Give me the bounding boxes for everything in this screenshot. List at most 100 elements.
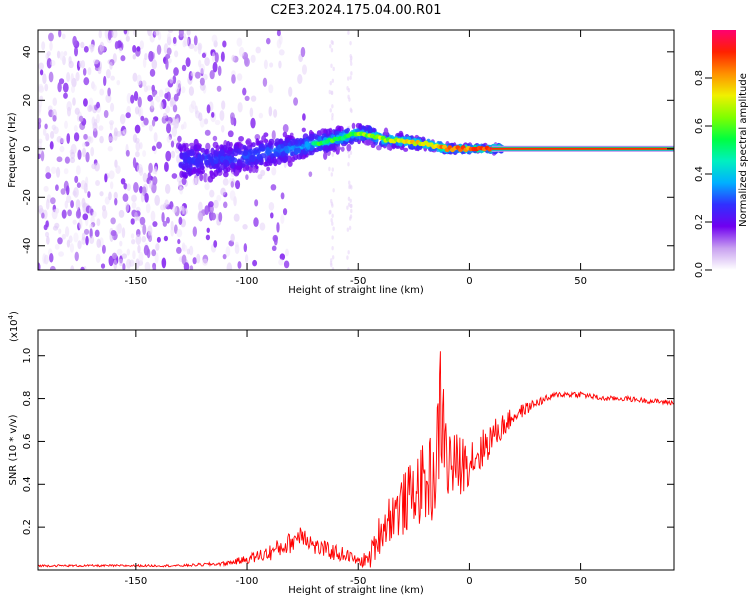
spectrogram-cell xyxy=(121,227,126,239)
spectrogram-cell xyxy=(348,225,352,231)
spectrogram-cell xyxy=(202,258,208,266)
spectrogram-cell xyxy=(67,209,72,217)
spectrogram-cell xyxy=(89,236,95,245)
spectrogram-cell xyxy=(145,203,151,214)
spectrogram-cell xyxy=(144,261,151,270)
spectrogram-cell xyxy=(270,184,277,191)
spectrogram-cell xyxy=(328,166,331,172)
spectrogram-cell xyxy=(204,149,209,155)
spectrogram-cell xyxy=(97,68,102,75)
spectrogram-cell xyxy=(151,145,156,152)
spectrogram-cell xyxy=(189,265,194,270)
spectrogram-cell xyxy=(266,166,271,172)
spectrogram-cell xyxy=(346,143,352,152)
spectrogram-cell xyxy=(44,83,49,92)
spectrogram-cell xyxy=(152,168,157,175)
spectrogram-cell xyxy=(105,68,111,79)
spectrogram-cell xyxy=(177,135,182,143)
spectrogram-cell xyxy=(347,94,350,100)
spectrogram-cell xyxy=(213,169,219,177)
spectrogram-cell xyxy=(230,116,235,126)
spectrogram-cell xyxy=(231,54,236,62)
spectrogram-cell xyxy=(81,232,86,241)
spectrogram-cell xyxy=(234,244,240,255)
spectrogram-cell xyxy=(268,84,274,94)
spectrogram-cell xyxy=(111,252,117,260)
spectrogram-cell xyxy=(103,109,109,119)
spectrogram-cell xyxy=(233,213,240,222)
spectrogram-cell xyxy=(72,219,77,225)
spectrogram-cell xyxy=(46,57,52,69)
spectrogram-cell xyxy=(66,239,71,248)
spectrogram-cell xyxy=(181,86,186,94)
spectrogram-cell xyxy=(172,205,178,214)
spectrogram-cell xyxy=(224,147,230,154)
spectrogram-cell xyxy=(64,156,70,164)
spectrogram-cell xyxy=(208,201,214,208)
spectrogram-cell xyxy=(250,95,257,102)
spectrogram-cell xyxy=(282,208,288,216)
spectrogram-cell xyxy=(131,201,137,209)
spectrogram-cell xyxy=(74,107,80,115)
spectrogram-cell xyxy=(148,179,153,189)
spectrogram-cell xyxy=(125,35,130,42)
colorbar-tick-label: 0.4 xyxy=(694,166,705,182)
spectrogram-cell xyxy=(204,129,211,136)
spectrogram-cell xyxy=(223,171,229,178)
spectrogram-cell xyxy=(87,67,92,76)
spectrogram-cell xyxy=(66,133,71,144)
spectrogram-cell xyxy=(135,141,141,152)
y-tick-label: 1.0 xyxy=(22,348,33,364)
spectrogram-cell xyxy=(181,205,185,215)
spectrogram-cell xyxy=(216,194,222,202)
spectrogram-cell xyxy=(179,186,184,195)
spectrogram-cell xyxy=(344,128,349,134)
spectrogram-cell xyxy=(201,52,207,59)
spectrogram-cell xyxy=(204,183,210,191)
spectrogram-cell xyxy=(116,80,121,86)
spectrogram-cell xyxy=(134,124,141,134)
spectrogram-cell xyxy=(290,151,295,157)
spectrogram-cell xyxy=(90,146,95,157)
spectrogram-cell xyxy=(252,259,258,267)
spectrogram-cell xyxy=(182,144,187,153)
spectrogram-cell xyxy=(155,243,160,251)
spectrogram-cell xyxy=(40,150,45,162)
spectrogram-cell xyxy=(370,143,376,148)
spectrogram-cell xyxy=(60,188,66,195)
spectrogram-cell xyxy=(65,185,70,196)
spectrogram-cell xyxy=(188,86,195,96)
spectrogram-cell xyxy=(156,95,161,103)
spectrogram-cell xyxy=(349,198,352,204)
spectrogram-cell xyxy=(242,87,247,96)
spectrogram-cell xyxy=(176,117,180,126)
spectrogram-cell xyxy=(347,30,350,35)
spectrogram-cell xyxy=(74,251,79,262)
spectrogram-cell xyxy=(69,243,75,253)
spectrogram-cell xyxy=(331,267,335,270)
spectrogram-cell xyxy=(403,147,409,152)
spectrogram-cell xyxy=(231,157,238,163)
spectrogram-cell xyxy=(181,244,188,252)
spectrogram-cell xyxy=(330,218,333,223)
spectrogram-cell xyxy=(242,166,247,172)
spectrogram-cell xyxy=(219,149,225,157)
spectrogram-cell xyxy=(216,85,222,92)
spectrogram-cell xyxy=(329,44,332,49)
spectrogram-cell xyxy=(351,122,356,130)
spectrogram-cell xyxy=(108,255,114,267)
spectrogram-cell xyxy=(78,60,83,68)
spectrogram-cell xyxy=(349,216,352,221)
spectrogram-cell xyxy=(134,106,140,115)
spectrogram-cell xyxy=(166,136,172,143)
spectrogram-cell xyxy=(329,80,332,86)
spectrogram-cell xyxy=(70,200,74,209)
spectrogram-cell xyxy=(89,223,93,229)
spectrogram-cell xyxy=(100,263,106,269)
spectrogram-cell xyxy=(197,154,202,159)
spectrogram-cell xyxy=(172,75,177,84)
spectrogram-cell xyxy=(194,158,200,166)
spectrogram-cell xyxy=(181,64,187,72)
spectrogram-cell xyxy=(143,85,148,93)
spectrogram-cell xyxy=(152,221,158,228)
